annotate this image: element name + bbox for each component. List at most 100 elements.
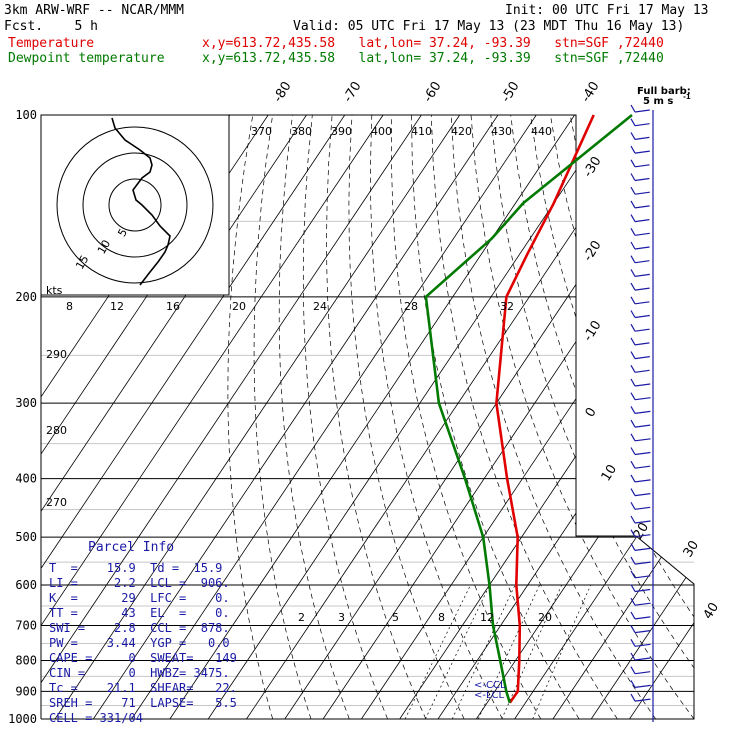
dry-adiabat (510, 115, 694, 719)
hodo-speed-label: 20 (232, 300, 246, 313)
wind-barb (634, 493, 651, 497)
wind-barb-flag (630, 145, 636, 154)
wind-barb-flag (630, 597, 636, 606)
parcel-row: TT = 43 EL = 0. (49, 606, 230, 620)
dry-adiabat (391, 115, 542, 719)
theta-label: 400 (371, 125, 392, 138)
dry-adiabat (589, 115, 694, 719)
hodograph-ring (108, 178, 162, 232)
wind-barb-flag (630, 474, 636, 483)
wind-barb (634, 465, 651, 469)
isotherm-label: -80 (271, 79, 295, 105)
wind-barb (634, 397, 651, 401)
hodo-speed-label: 32 (500, 300, 514, 313)
dewpoint-legend: Dewpoint temperature (8, 51, 165, 66)
dry-adiabat (302, 115, 388, 719)
wind-barb (634, 616, 651, 620)
isotherm-line (92, 115, 499, 719)
isotherm-label: 40 (701, 600, 722, 622)
pressure-label: 600 (15, 578, 37, 592)
isotherm-label: 10 (599, 462, 620, 484)
temperature-location: x,y=613.72,435.58 lat,lon= 37.24, -93.39… (202, 36, 664, 51)
parcel-row: CELL = 331/04 (49, 711, 143, 725)
parcel-info-panel: T = 15.9 Td = 15.9 LI = 2.2 LCL = 906. K… (49, 561, 237, 726)
wind-barb (634, 561, 651, 565)
wind-barb-flag (630, 488, 636, 496)
dry-adiabat (253, 115, 312, 719)
pressure-label: 1000 (8, 712, 37, 726)
temperature-legend: Temperature (8, 36, 95, 51)
wind-barb-flag (630, 337, 636, 346)
dry-adiabat (669, 115, 694, 719)
wind-barb-flag (630, 132, 636, 140)
wind-legend-unit: 5 m s (643, 96, 673, 107)
dry-adiabat (326, 115, 427, 719)
dewpoint-line (424, 113, 633, 704)
wind-barb-flag (630, 419, 636, 428)
wind-barb-flag (630, 296, 636, 305)
wind-barb (634, 314, 650, 319)
isotherm-line (54, 115, 461, 719)
wind-barb-flag (630, 159, 636, 168)
dry-adiabat (709, 115, 740, 719)
theta-label: 420 (451, 125, 472, 138)
wind-barb-flag (630, 392, 636, 400)
wind-barb (634, 547, 651, 551)
mixing-ratio-label: 3 (338, 611, 345, 624)
wind-barb-flag (630, 502, 636, 510)
isotherm-line (131, 115, 537, 719)
forecast-hour: Fcst. 5 h (4, 19, 98, 34)
theta-label: 430 (491, 125, 512, 138)
dry-adiabat (450, 115, 656, 719)
mixing-ratio-label: 5 (392, 611, 399, 624)
isotherm-line (207, 115, 614, 719)
wind-barb-flag (630, 269, 636, 277)
wind-barb (634, 671, 651, 675)
wind-barb (634, 109, 650, 113)
mixing-ratio-label: 20 (538, 611, 552, 624)
mixing-ratio-line (501, 584, 563, 719)
mixing-ratio-line (404, 584, 471, 719)
wind-barb (634, 177, 650, 182)
wind-barb-flag (630, 652, 636, 661)
isotherm-label: -20 (581, 238, 605, 264)
hodograph-ring (82, 152, 188, 258)
wind-barb-flag (630, 406, 636, 414)
dry-adiabat (470, 115, 694, 719)
isotherm-line (399, 115, 694, 719)
isotherm-label: -50 (499, 79, 523, 105)
isotherm-line (361, 115, 694, 719)
dry-adiabat (649, 115, 694, 719)
pressure-label: 400 (15, 472, 37, 486)
theta-label: 370 (251, 125, 272, 138)
dry-adiabat (550, 115, 694, 719)
wind-barb (634, 602, 651, 606)
wind-barb (634, 410, 651, 414)
wind-barb-flag (630, 323, 636, 332)
wind-barb (634, 136, 650, 140)
hodograph-ring (56, 126, 214, 284)
wind-barb (634, 260, 650, 264)
dry-adiabat (490, 115, 694, 719)
dry-adiabat (688, 115, 694, 719)
wind-barb-flag (630, 529, 636, 537)
wind-barb (634, 273, 650, 277)
hodo-speed-label: 16 (166, 300, 180, 313)
hodograph-ring-label: 10 (95, 238, 113, 257)
isotherm-label: 20 (631, 520, 652, 542)
wind-barb (634, 287, 650, 291)
wind-barb-flag (630, 104, 636, 113)
wind-barb (634, 506, 651, 510)
dry-adiabat (348, 115, 465, 719)
wind-barb (634, 588, 651, 593)
mixing-ratio-label: 8 (438, 611, 445, 624)
wind-barbs (630, 104, 654, 722)
wind-legend-exponent: -1 (683, 93, 691, 101)
wind-legend-label: Full barb: (637, 86, 691, 97)
hodo-unit-label: kts (46, 284, 63, 297)
isotherm-label: -10 (581, 318, 605, 344)
isotherm-line (41, 115, 346, 719)
wind-barb (634, 575, 651, 579)
